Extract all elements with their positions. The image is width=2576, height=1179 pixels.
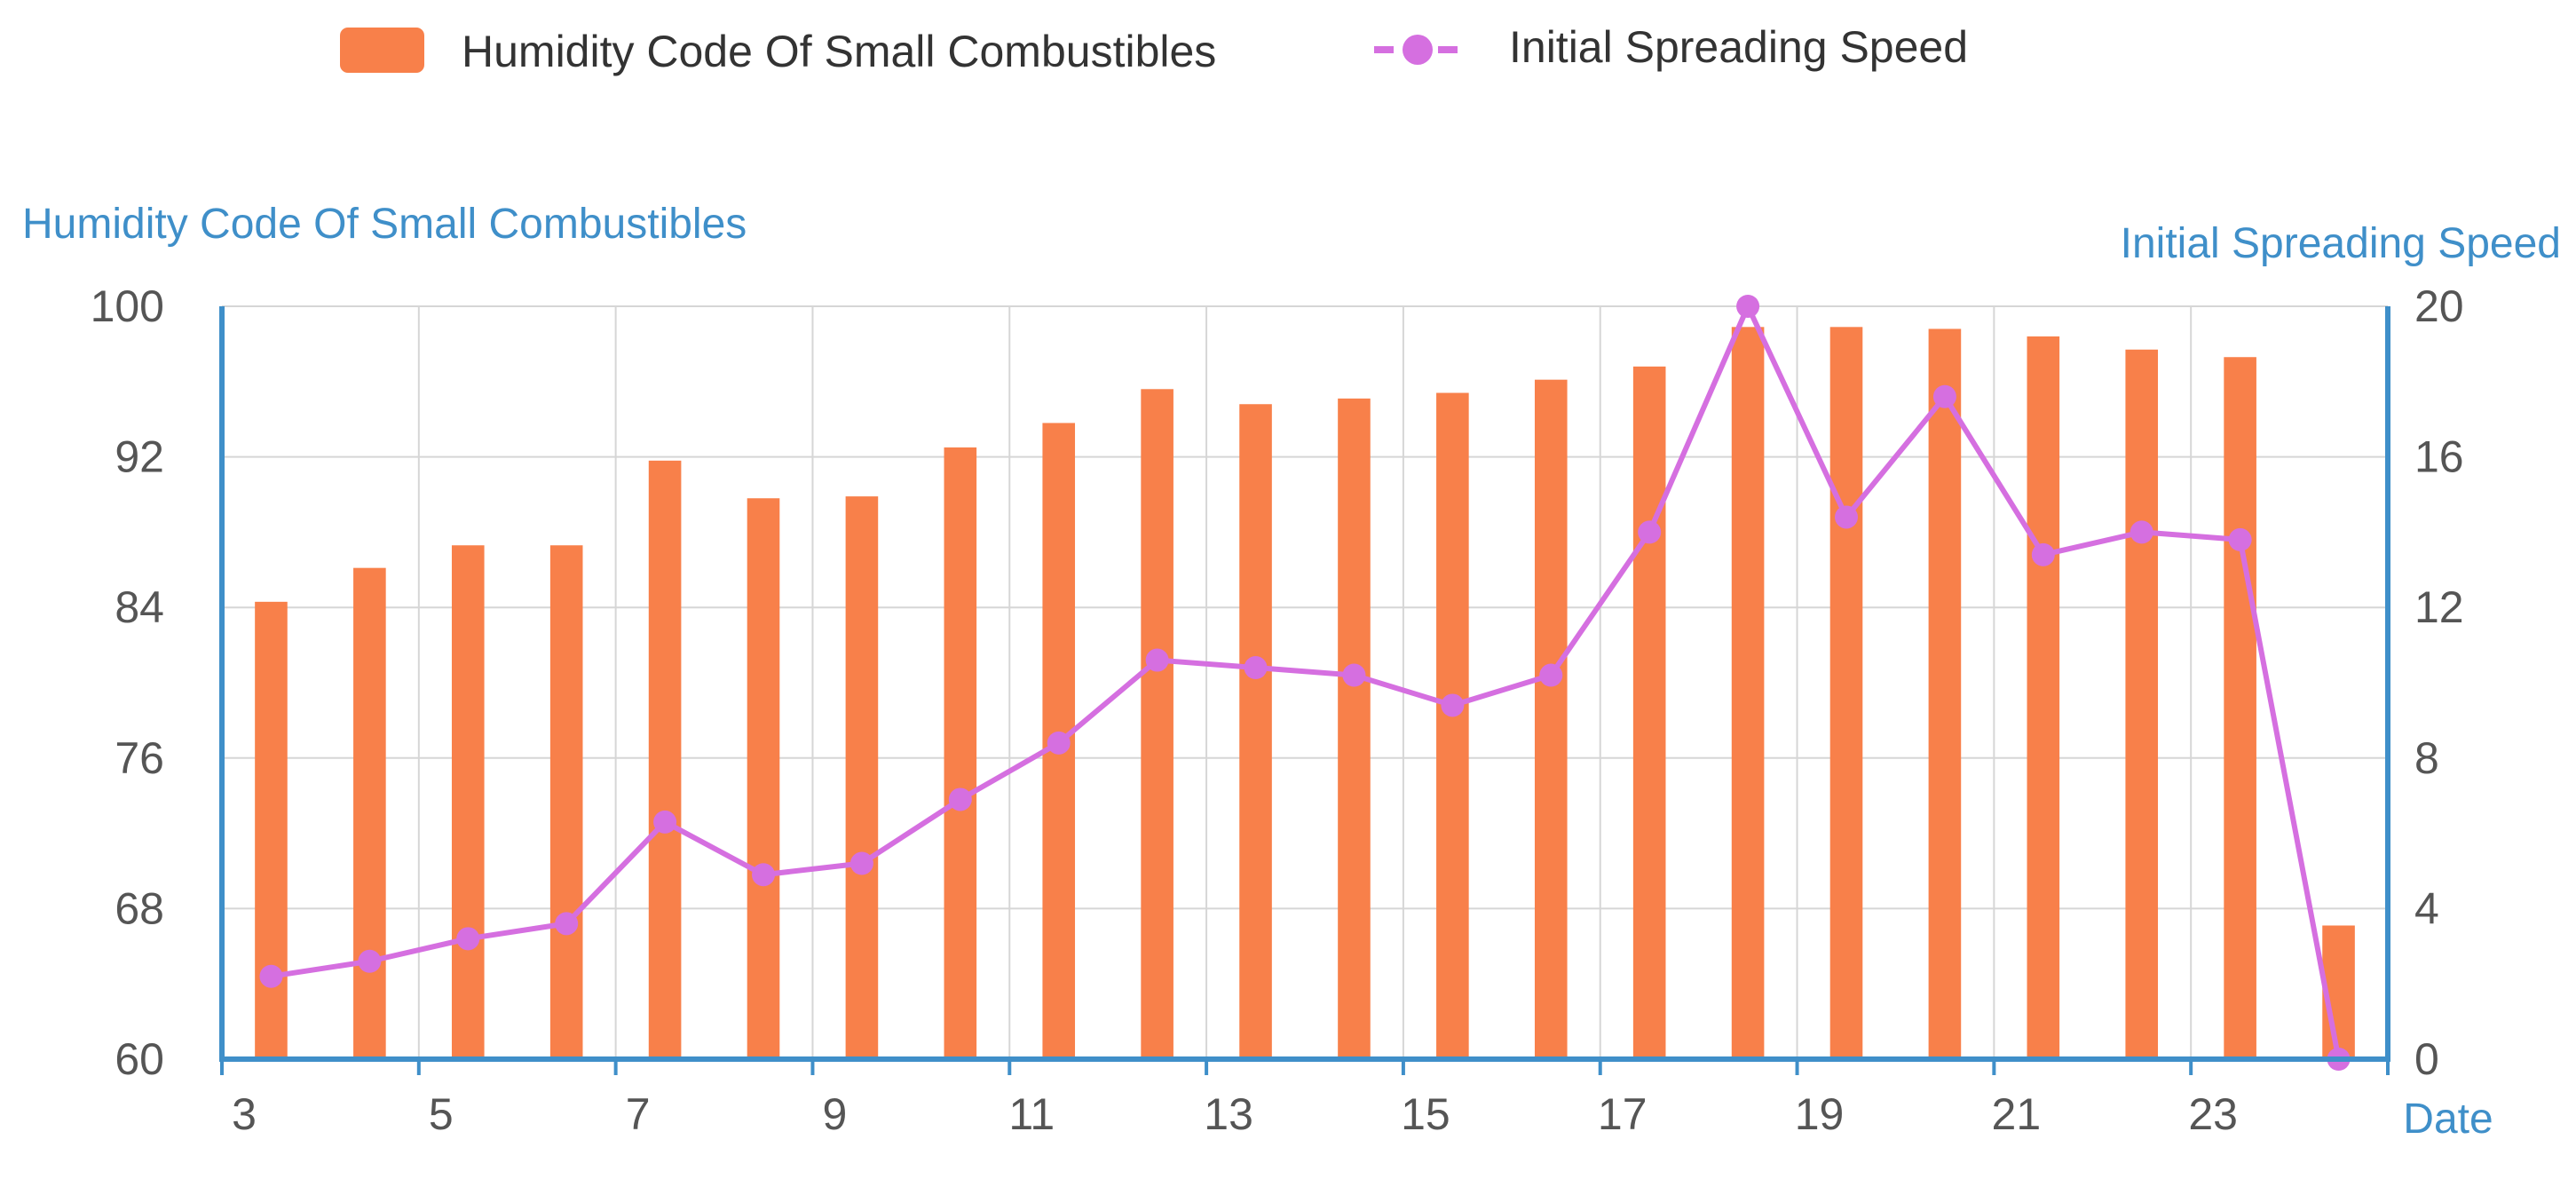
speed-point	[1145, 648, 1169, 672]
legend-line-marker	[1403, 35, 1433, 65]
x-tick-label: 19	[1795, 1089, 1845, 1139]
right-tick-label: 12	[2414, 582, 2464, 632]
right-axis-title: Initial Spreading Speed	[2121, 220, 2561, 267]
humidity-bar	[1534, 379, 1568, 1059]
humidity-bar	[1239, 404, 1272, 1059]
right-tick-label: 8	[2414, 733, 2439, 783]
speed-point	[1638, 520, 1662, 544]
humidity-bar	[1338, 398, 1371, 1059]
axes	[219, 306, 2390, 1075]
bars	[255, 327, 2355, 1060]
humidity-bar	[549, 545, 583, 1059]
speed-point	[1244, 656, 1268, 680]
x-tick-labels: 3 5 7 9 11 13 15 17 19 21 23	[232, 1089, 2238, 1139]
legend-label-speed: Initial Spreading Speed	[1509, 22, 1968, 72]
humidity-bar	[1632, 366, 1666, 1060]
humidity-bar	[2224, 357, 2256, 1059]
speed-point	[1835, 505, 1858, 529]
speed-point	[1932, 384, 1956, 408]
x-tick-label: 3	[232, 1089, 257, 1139]
left-axis-title: Humidity Code Of Small Combustibles	[22, 201, 747, 248]
speed-point	[2130, 520, 2153, 544]
humidity-bar	[2027, 336, 2060, 1059]
line-series	[259, 295, 2351, 1071]
x-tick-label: 21	[1992, 1089, 2042, 1139]
humidity-bar	[1731, 327, 1765, 1059]
humidity-bar	[944, 447, 977, 1059]
left-tick-label: 76	[115, 733, 164, 783]
grid	[222, 305, 2388, 1060]
speed-point	[653, 810, 677, 834]
speed-line	[271, 304, 2342, 1060]
right-tick-label: 4	[2414, 883, 2439, 933]
left-tick-label: 100	[91, 281, 164, 331]
humidity-bar	[1928, 328, 1962, 1059]
speed-point	[358, 949, 382, 973]
speed-point	[849, 851, 873, 875]
x-tick-label: 15	[1401, 1089, 1450, 1139]
speed-point	[1736, 295, 1760, 318]
speed-point	[752, 863, 775, 887]
speed-point	[2031, 542, 2055, 566]
x-tick-label: 11	[1008, 1089, 1055, 1139]
left-tick-label: 68	[115, 883, 164, 933]
right-tick-label: 0	[2414, 1034, 2439, 1084]
x-tick-label: 17	[1598, 1089, 1648, 1139]
x-tick-label: 9	[823, 1089, 848, 1139]
left-tick-label: 60	[115, 1034, 164, 1084]
x-axis-title: Date	[2403, 1096, 2493, 1143]
right-tick-label: 16	[2414, 432, 2464, 482]
left-tick-labels: 60 68 76 84 92 100	[91, 281, 164, 1084]
right-tick-labels: 0 4 8 12 16 20	[2414, 281, 2464, 1084]
humidity-bar	[1141, 389, 1173, 1059]
legend-bar-swatch	[340, 28, 424, 73]
right-tick-label: 20	[2414, 281, 2464, 331]
humidity-bar	[451, 545, 485, 1059]
speed-point	[2228, 527, 2252, 551]
x-tick-label: 7	[626, 1089, 651, 1139]
humidity-bar	[1829, 327, 1863, 1059]
speed-point	[1441, 693, 1465, 717]
humidity-bar	[353, 567, 386, 1059]
speed-point	[555, 912, 579, 936]
legend: Humidity Code Of Small Combustibles Init…	[340, 22, 1968, 76]
speed-point	[456, 927, 480, 951]
left-tick-label: 84	[115, 582, 164, 632]
humidity-bar	[747, 498, 780, 1059]
x-tick-label: 13	[1204, 1089, 1253, 1139]
speed-point	[259, 964, 283, 988]
speed-point	[1047, 731, 1071, 755]
speed-point	[1539, 663, 1563, 687]
speed-point	[1342, 663, 1366, 687]
humidity-bar	[1436, 392, 1469, 1059]
humidity-bar	[845, 496, 879, 1059]
legend-label-humidity: Humidity Code Of Small Combustibles	[462, 27, 1216, 76]
humidity-bar	[255, 601, 288, 1059]
speed-point	[948, 787, 972, 811]
humidity-bar	[2125, 349, 2159, 1059]
x-tick-label: 5	[429, 1089, 454, 1139]
x-tick-label: 23	[2188, 1089, 2238, 1139]
humidity-bar	[648, 460, 682, 1059]
left-tick-label: 92	[115, 432, 164, 482]
